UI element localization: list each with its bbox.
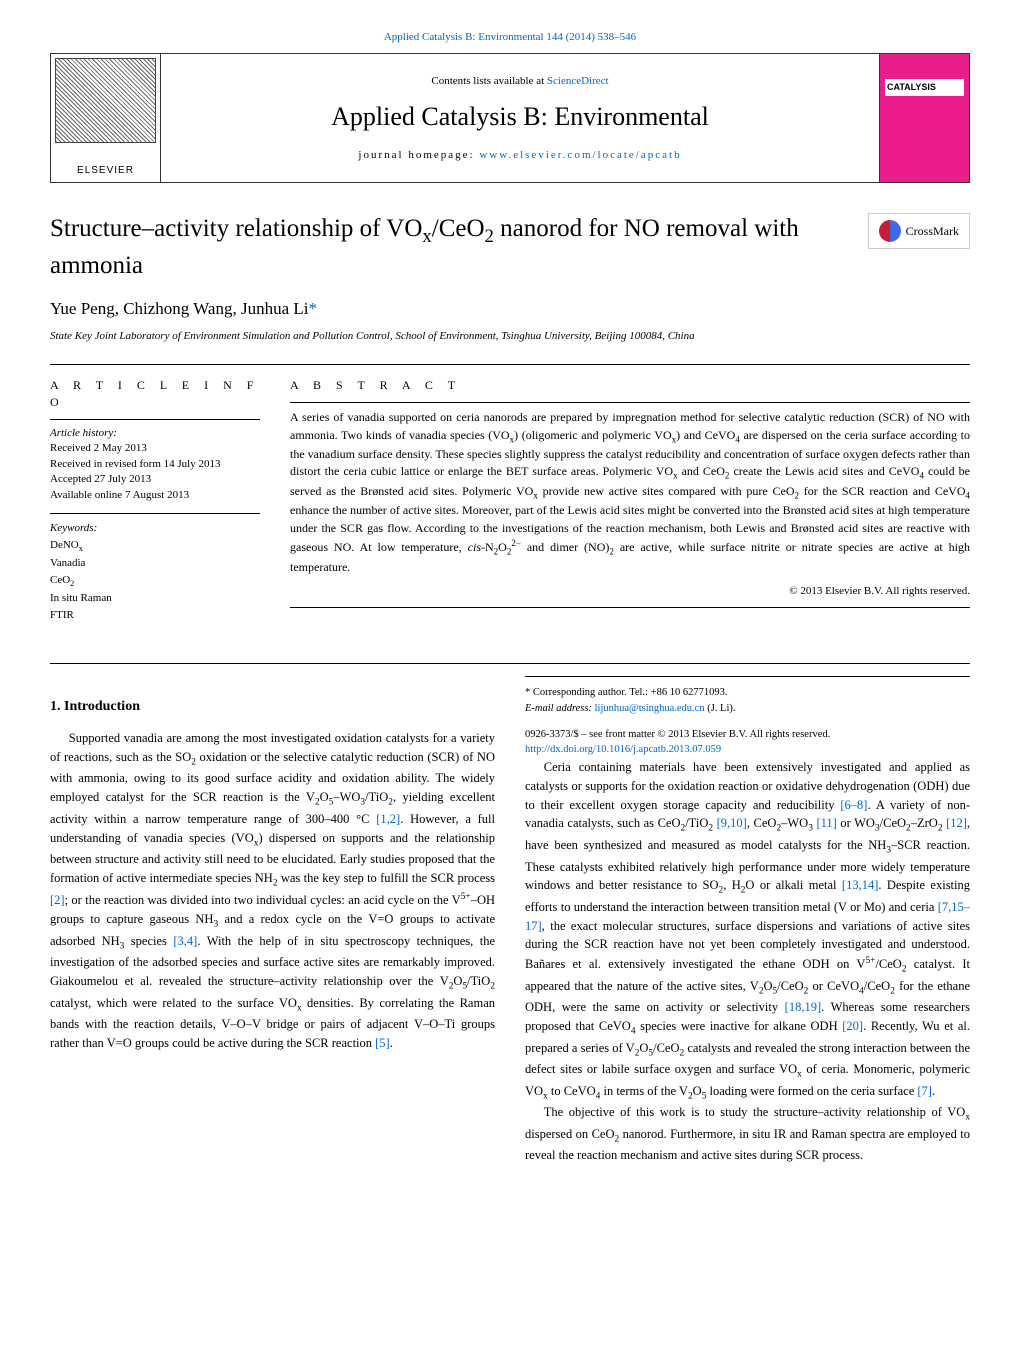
article-info-column: A R T I C L E I N F O Article history: R… (50, 377, 260, 633)
keyword: DeNOx (50, 537, 260, 556)
abstract-heading: A B S T R A C T (290, 377, 970, 394)
journal-homepage: journal homepage: www.elsevier.com/locat… (358, 148, 681, 163)
elsevier-tree-icon (55, 58, 156, 143)
intro-paragraph: Ceria containing materials have been ext… (525, 758, 970, 1103)
authors: Yue Peng, Chizhong Wang, Junhua Li* (50, 297, 970, 321)
abstract-divider (290, 607, 970, 608)
issn-line: 0926-3373/$ – see front matter © 2013 El… (525, 727, 970, 743)
intro-heading: 1. Introduction (50, 696, 495, 717)
keywords-block: Keywords: DeNOx Vanadia CeO2 In situ Ram… (50, 513, 260, 623)
contents-prefix: Contents lists available at (431, 75, 546, 87)
intro-paragraph: The objective of this work is to study t… (525, 1103, 970, 1165)
crossmark-badge[interactable]: CrossMark (868, 213, 970, 249)
history-label: Article history: (50, 426, 260, 441)
abstract-column: A B S T R A C T A series of vanadia supp… (290, 377, 970, 633)
email-line: E-mail address: lijunhua@tsinghua.edu.cn… (525, 701, 970, 717)
corresponding-author: * Corresponding author. Tel.: +86 10 627… (525, 685, 970, 701)
email-label: E-mail address: (525, 703, 595, 714)
divider (50, 364, 970, 365)
email-suffix: (J. Li). (705, 703, 736, 714)
keywords-label: Keywords: (50, 520, 260, 537)
email-link[interactable]: lijunhua@tsinghua.edu.cn (595, 703, 705, 714)
keyword: In situ Raman (50, 590, 260, 607)
affiliation: State Key Joint Laboratory of Environmen… (50, 329, 970, 344)
catalysis-badge: CATALYSIS (885, 79, 964, 96)
crossmark-label: CrossMark (906, 223, 959, 240)
keyword: Vanadia (50, 555, 260, 572)
history-line: Accepted 27 July 2013 (50, 472, 260, 487)
journal-cover-thumb: CATALYSIS (879, 54, 969, 182)
article-history-block: Article history: Received 2 May 2013 Rec… (50, 419, 260, 503)
corresponding-footer: * Corresponding author. Tel.: +86 10 627… (525, 676, 970, 758)
elsevier-logo-block: ELSEVIER (51, 54, 161, 182)
crossmark-icon (879, 220, 901, 242)
homepage-link[interactable]: www.elsevier.com/locate/apcatb (479, 149, 681, 161)
article-title: Structure–activity relationship of VOx/C… (50, 213, 848, 282)
doi-link[interactable]: http://dx.doi.org/10.1016/j.apcatb.2013.… (525, 744, 721, 755)
journal-title: Applied Catalysis B: Environmental (331, 99, 709, 135)
history-line: Received 2 May 2013 (50, 441, 260, 456)
header-center: Contents lists available at ScienceDirec… (161, 54, 879, 182)
journal-reference: Applied Catalysis B: Environmental 144 (… (50, 30, 970, 45)
journal-header: ELSEVIER Contents lists available at Sci… (50, 53, 970, 183)
sciencedirect-link[interactable]: ScienceDirect (547, 75, 609, 87)
homepage-prefix: journal homepage: (358, 149, 479, 161)
abstract-body: A series of vanadia supported on ceria n… (290, 402, 970, 576)
history-line: Available online 7 August 2013 (50, 488, 260, 503)
history-line: Received in revised form 14 July 2013 (50, 457, 260, 472)
body-two-column: 1. Introduction Supported vanadia are am… (50, 676, 970, 1165)
article-info-heading: A R T I C L E I N F O (50, 377, 260, 411)
abstract-copyright: © 2013 Elsevier B.V. All rights reserved… (290, 584, 970, 599)
contents-available: Contents lists available at ScienceDirec… (431, 74, 608, 89)
elsevier-text: ELSEVIER (55, 164, 156, 178)
intro-paragraph: Supported vanadia are among the most inv… (50, 729, 495, 1053)
divider (50, 663, 970, 664)
keyword: FTIR (50, 607, 260, 624)
keyword: CeO2 (50, 572, 260, 591)
